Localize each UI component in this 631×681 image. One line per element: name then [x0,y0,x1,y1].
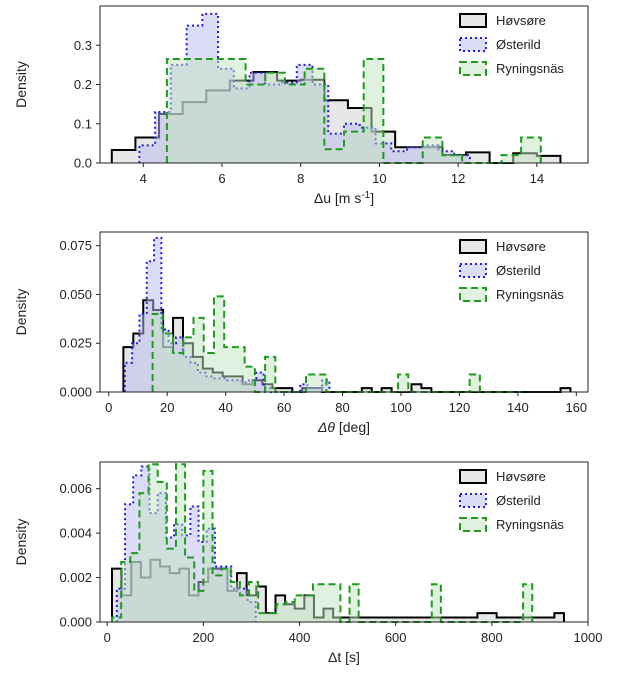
x-tick-label: 80 [335,400,349,415]
y-tick-label: 0.3 [74,38,92,53]
y-tick-label: 0.2 [74,77,92,92]
legend-swatch-ryningsnas [459,287,487,302]
panel-3: 0 200 400 600 800 1000 0.000 0.002 0.004 0.006 Den… [13,461,603,665]
legend-label-osterild: Østerild [496,37,541,52]
x-tick-label: 4 [140,171,147,186]
x-tick-label: 0 [104,630,111,645]
x-tick-label: 40 [218,400,232,415]
x-tick-label: 60 [277,400,291,415]
legend-swatch-osterild [459,263,487,278]
x-tick-label: 1000 [574,630,603,645]
legend-swatch-ryningsnas [459,61,487,76]
y-tick-label: 0.004 [59,526,92,541]
x-tick-label: 140 [507,400,529,415]
series-outline-ryningsnas [111,463,534,623]
plot-frame [99,231,589,393]
x-tick-label: 160 [565,400,587,415]
legend-label-ryningsnas: Ryningsnäs [496,287,564,302]
x-axis-label: Δθ [deg] [317,419,370,435]
y-axis-label: Density [13,519,29,566]
legend-swatch-hovsore [459,239,487,254]
x-tick-label: 600 [385,630,407,645]
y-axis-label: Density [13,289,29,336]
x-tick-label: 10 [372,171,386,186]
legend-swatch-ryningsnas [459,517,487,532]
legend-label-ryningsnas: Ryningsnäs [496,61,564,76]
legend-swatch-osterild [459,37,487,52]
series-fill-ryningsnas [152,296,521,392]
legend-label-hovsore: Høvsøre [496,239,546,254]
x-tick-label: 800 [481,630,503,645]
panel-2: 0 20 40 60 80 100 120 140 160 0.000 0.025 0.050 0.07… [13,231,589,435]
x-axis-label: Δu [m s-1] [314,190,374,207]
panel-1: 4 6 8 10 12 14 0.0 0.1 0.2 0.3 Density Δu [m s-1] Hø… [13,5,589,207]
y-tick-label: 0.002 [59,570,92,585]
plot-frame [99,461,589,623]
legend-label-hovsore: Høvsøre [496,469,546,484]
y-tick-label: 0.000 [59,615,92,630]
x-tick-label: 120 [449,400,471,415]
series-fill-ryningsnas [112,464,533,622]
y-axis-label: Density [13,61,29,108]
x-tick-label: 200 [193,630,215,645]
legend: Høvsøre Østerild Ryningsnäs [459,469,564,532]
x-tick-label: 6 [218,171,225,186]
x-axis-label: Δt [s] [328,649,360,665]
y-tick-label: 0.000 [59,385,92,400]
legend-label-osterild: Østerild [496,263,541,278]
y-tick-label: 0.025 [59,336,92,351]
y-tick-label: 0.075 [59,238,92,253]
x-tick-label: 100 [390,400,412,415]
legend-swatch-osterild [459,493,487,508]
legend-label-hovsore: Høvsøre [496,13,546,28]
legend-label-osterild: Østerild [496,493,541,508]
y-tick-label: 0.050 [59,287,92,302]
legend-label-ryningsnas: Ryningsnäs [496,517,564,532]
y-tick-label: 0.006 [59,481,92,496]
x-tick-label: 20 [160,400,174,415]
series-outline-osterild [138,12,471,163]
legend-swatch-hovsore [459,13,487,28]
x-tick-label: 8 [297,171,304,186]
legend-swatch-hovsore [459,469,487,484]
x-tick-label: 400 [289,630,311,645]
y-tick-label: 0.0 [74,156,92,171]
x-tick-label: 14 [530,171,544,186]
legend: Høvsøre Østerild Ryningsnäs [459,239,564,302]
legend: Høvsøre Østerild Ryningsnäs [459,13,564,76]
y-tick-label: 0.1 [74,116,92,131]
x-tick-label: 0 [105,400,112,415]
x-tick-label: 12 [451,171,465,186]
